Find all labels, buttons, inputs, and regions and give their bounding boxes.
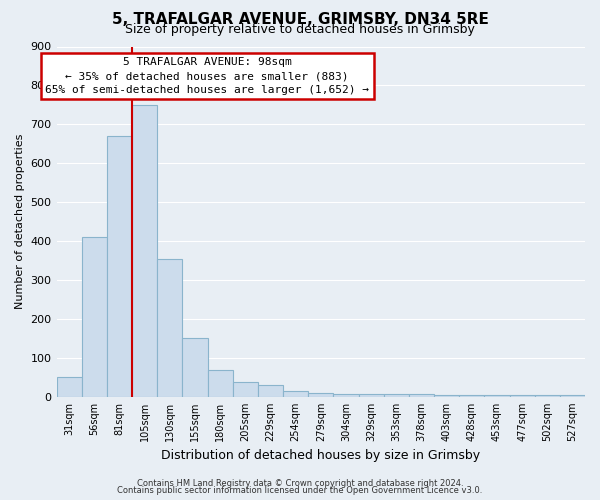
- Text: Contains public sector information licensed under the Open Government Licence v3: Contains public sector information licen…: [118, 486, 482, 495]
- Bar: [157, 258, 182, 397]
- Bar: [459, 395, 484, 397]
- Bar: [484, 395, 509, 397]
- Bar: [233, 382, 258, 397]
- Bar: [258, 385, 283, 397]
- Bar: [283, 391, 308, 397]
- Bar: [383, 394, 409, 397]
- Text: 5, TRAFALGAR AVENUE, GRIMSBY, DN34 5RE: 5, TRAFALGAR AVENUE, GRIMSBY, DN34 5RE: [112, 12, 488, 28]
- Bar: [107, 136, 132, 397]
- Bar: [359, 394, 383, 397]
- X-axis label: Distribution of detached houses by size in Grimsby: Distribution of detached houses by size …: [161, 450, 481, 462]
- Bar: [509, 395, 535, 397]
- Y-axis label: Number of detached properties: Number of detached properties: [15, 134, 25, 310]
- Bar: [56, 378, 82, 397]
- Text: 5 TRAFALGAR AVENUE: 98sqm
← 35% of detached houses are smaller (883)
65% of semi: 5 TRAFALGAR AVENUE: 98sqm ← 35% of detac…: [45, 57, 369, 95]
- Bar: [132, 105, 157, 397]
- Bar: [409, 394, 434, 397]
- Bar: [334, 394, 359, 397]
- Bar: [308, 393, 334, 397]
- Text: Size of property relative to detached houses in Grimsby: Size of property relative to detached ho…: [125, 22, 475, 36]
- Text: Contains HM Land Registry data © Crown copyright and database right 2024.: Contains HM Land Registry data © Crown c…: [137, 478, 463, 488]
- Bar: [560, 395, 585, 397]
- Bar: [82, 237, 107, 397]
- Bar: [434, 395, 459, 397]
- Bar: [535, 395, 560, 397]
- Bar: [182, 338, 208, 397]
- Bar: [208, 370, 233, 397]
